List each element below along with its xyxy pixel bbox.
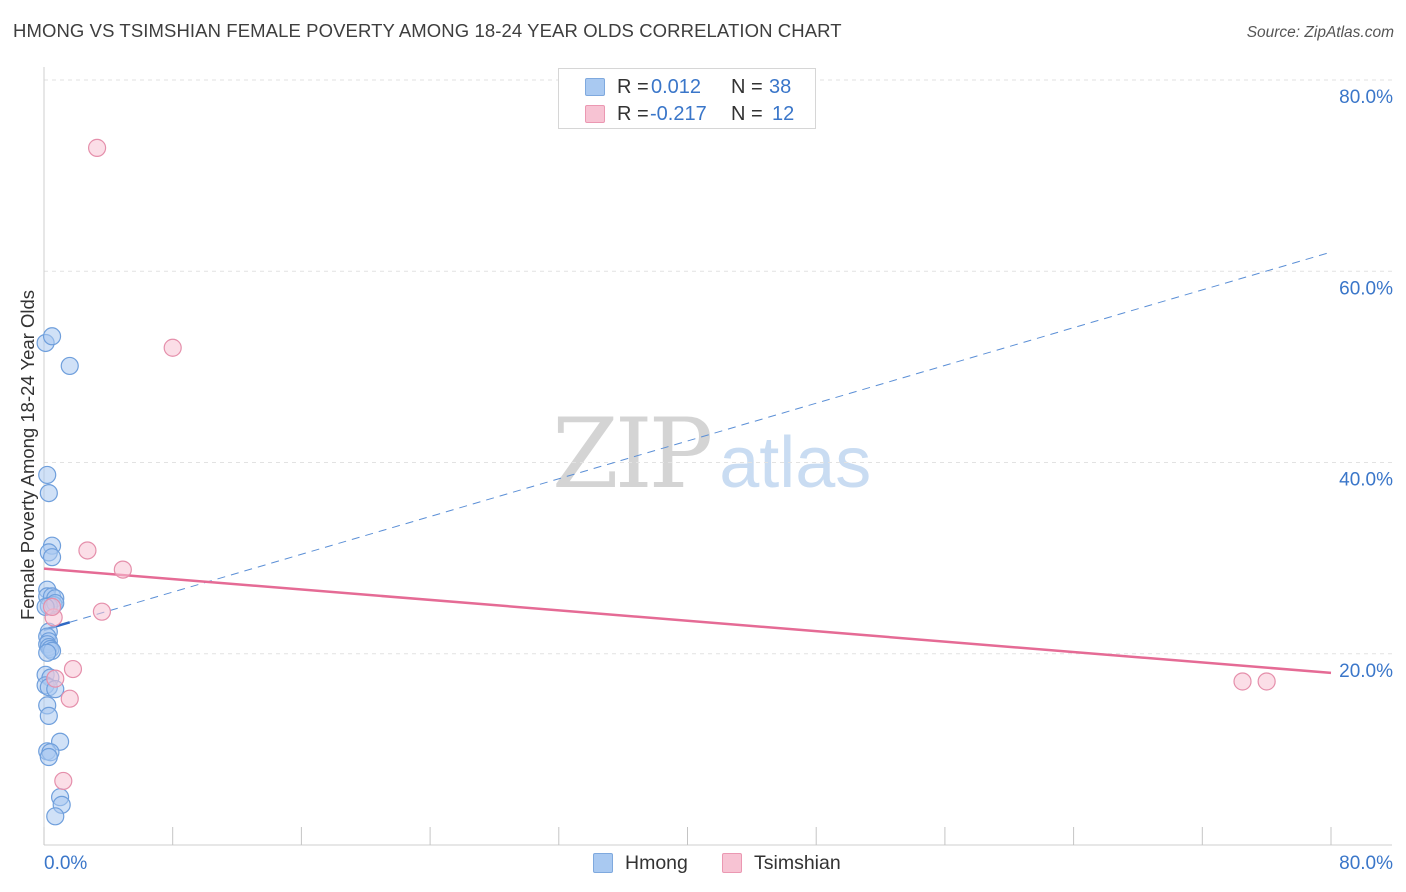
trend-line-tsimshian: [43, 567, 1332, 675]
y-tick-label: 60.0%: [1339, 278, 1393, 299]
legend-n-value: 12: [772, 103, 795, 125]
y-tick-label: 80.0%: [1339, 87, 1393, 108]
legend-r-label: R =: [617, 103, 649, 125]
source-credit: Source: ZipAtlas.com: [1246, 24, 1394, 41]
data-point-hmong: [38, 643, 57, 662]
y-axis-label: Female Poverty Among 18-24 Year Olds: [17, 289, 38, 621]
data-point-hmong: [42, 548, 62, 567]
data-point-tsimshian: [60, 689, 79, 708]
y-tick-label: 40.0%: [1339, 470, 1393, 491]
legend-label-tsimshian: Tsimshian: [754, 852, 841, 874]
data-point-tsimshian: [113, 560, 132, 579]
legend-n-label: N =: [731, 76, 763, 98]
chart-title: HMONG VS TSIMSHIAN FEMALE POVERTY AMONG …: [13, 20, 842, 41]
legend-r-label: R =: [617, 76, 649, 98]
data-points: [36, 138, 1276, 826]
data-point-hmong: [38, 465, 57, 485]
legend-row-hmong: R = 0.012 N = 38: [559, 74, 815, 100]
data-point-tsimshian: [1257, 672, 1276, 691]
data-point-hmong: [39, 747, 58, 767]
data-point-tsimshian: [63, 659, 83, 679]
data-point-hmong: [39, 484, 58, 503]
gridlines: [44, 79, 1392, 655]
data-point-hmong: [39, 706, 58, 726]
tick-labels: 20.0% 40.0% 60.0% 80.0% 0.0% 80.0%: [44, 87, 1393, 874]
stats-legend: R = 0.012 N = 38 R = -0.217 N = 12: [558, 68, 816, 129]
data-point-tsimshian: [46, 669, 65, 688]
data-point-tsimshian: [87, 138, 107, 157]
watermark-zip: ZIP: [552, 398, 713, 510]
data-point-tsimshian: [42, 597, 62, 616]
data-point-tsimshian: [92, 602, 112, 621]
legend-n-value: 38: [769, 76, 792, 98]
x-tick-label: 80.0%: [1339, 853, 1393, 874]
legend-label-hmong: Hmong: [625, 852, 688, 874]
legend-r-value: 0.012: [651, 76, 702, 98]
legend-r-value: -0.217: [650, 103, 707, 125]
x-tick-label: 0.0%: [44, 853, 87, 874]
data-point-tsimshian: [54, 771, 73, 791]
axes: [43, 67, 1392, 846]
data-point-hmong: [60, 356, 79, 376]
legend-n-label: N =: [731, 103, 763, 125]
legend-row-tsimshian: R = -0.217 N = 12: [559, 101, 815, 127]
legend-swatch-hmong: [593, 853, 613, 873]
data-point-tsimshian: [163, 338, 182, 357]
data-point-tsimshian: [1233, 672, 1252, 691]
legend-swatch-tsimshian: [722, 853, 742, 873]
data-point-tsimshian: [78, 541, 97, 560]
y-tick-label: 20.0%: [1339, 661, 1393, 682]
trend-line-hmong-dashed: [69, 251, 1332, 623]
data-point-hmong: [42, 327, 62, 346]
legend-swatch-tsimshian: [585, 105, 605, 123]
data-point-hmong: [46, 807, 65, 826]
legend-swatch-hmong: [585, 78, 605, 96]
